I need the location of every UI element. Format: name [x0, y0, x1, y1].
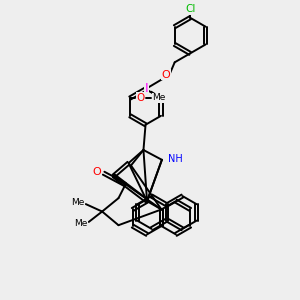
Text: Me: Me — [71, 198, 84, 207]
Text: NH: NH — [168, 154, 183, 164]
Text: Me: Me — [152, 94, 166, 103]
Text: I: I — [145, 82, 148, 95]
Text: O: O — [137, 93, 145, 103]
Text: O: O — [93, 167, 101, 177]
Text: O: O — [161, 70, 170, 80]
Text: Me: Me — [74, 219, 87, 228]
Text: Cl: Cl — [185, 4, 195, 14]
